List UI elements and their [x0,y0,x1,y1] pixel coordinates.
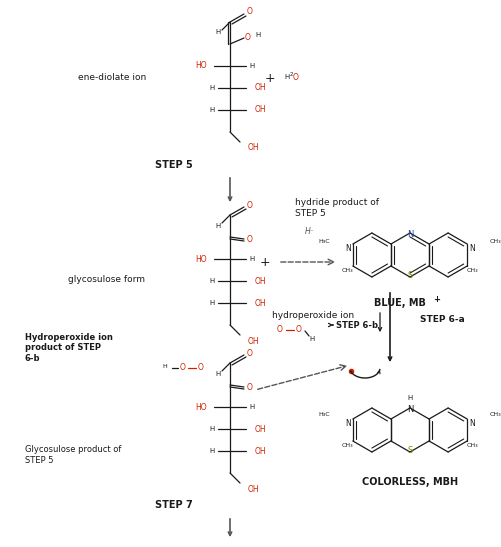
Text: Glycosulose product of
STEP 5: Glycosulose product of STEP 5 [25,445,121,465]
Text: O: O [247,383,253,393]
Text: OH: OH [248,143,260,153]
Text: O: O [247,8,253,16]
Text: Hydroperoxide ion
product of STEP
6-b: Hydroperoxide ion product of STEP 6-b [25,333,113,363]
Text: O: O [247,201,253,210]
Text: O: O [198,364,204,373]
Text: COLORLESS, MBH: COLORLESS, MBH [362,477,458,487]
Text: H₃C: H₃C [319,412,330,417]
Text: H: H [310,336,315,342]
Text: STEP 7: STEP 7 [155,500,193,510]
Text: O: O [245,32,251,42]
Text: OH: OH [255,276,267,286]
Text: N: N [469,244,475,253]
Text: +: + [260,255,271,269]
Text: OH: OH [255,106,267,114]
Text: glycosulose form: glycosulose form [68,276,145,284]
Text: H: H [210,300,215,306]
Text: O: O [296,325,302,335]
Text: CH₃: CH₃ [342,268,354,273]
Text: O: O [247,236,253,245]
Text: hydride product of
STEP 5: hydride product of STEP 5 [295,199,379,218]
Text: STEP 6-a: STEP 6-a [420,316,465,324]
Text: N: N [407,230,413,238]
Text: CH₃: CH₃ [490,412,501,417]
Text: hydroperoxide ion: hydroperoxide ion [272,311,354,321]
Text: +: + [433,294,440,304]
Text: OH: OH [248,336,260,346]
Text: H: H [285,74,290,80]
Text: S: S [407,271,413,281]
Text: H: H [210,278,215,284]
Text: HO: HO [195,254,207,264]
Text: H⁻: H⁻ [305,228,315,236]
Text: H: H [249,256,254,262]
Text: CH₃: CH₃ [466,443,478,448]
Text: H: H [210,85,215,91]
Text: CH₃: CH₃ [342,443,354,448]
Text: H: H [210,426,215,432]
Text: 2: 2 [289,72,293,77]
Text: H: H [163,364,167,370]
Text: CH₃: CH₃ [490,239,501,245]
Text: HO: HO [195,61,207,71]
Text: N: N [407,405,413,414]
Text: S: S [407,446,413,456]
Text: O: O [277,325,283,335]
Text: H: H [215,29,220,35]
Text: STEP 6-b: STEP 6-b [336,321,378,329]
Text: H: H [210,448,215,454]
Text: OH: OH [255,424,267,434]
Text: HO: HO [195,403,207,411]
Text: OH: OH [248,485,260,493]
Text: H: H [249,63,254,69]
Text: +: + [265,72,276,84]
Text: H: H [210,107,215,113]
Text: H: H [249,404,254,410]
Text: OH: OH [255,84,267,92]
Text: O: O [180,364,186,373]
Text: N: N [345,244,351,253]
Text: H: H [215,223,220,229]
Text: OH: OH [255,446,267,456]
Text: N: N [469,419,475,428]
Text: STEP 5: STEP 5 [155,160,193,170]
Text: H: H [407,395,413,401]
Text: H: H [215,371,220,377]
Text: CH₃: CH₃ [466,268,478,273]
Text: O: O [293,73,299,82]
Text: H: H [256,32,261,38]
Text: OH: OH [255,299,267,307]
Text: H₃C: H₃C [319,239,330,245]
Text: N: N [345,419,351,428]
Text: O: O [247,348,253,358]
Text: BLUE, MB: BLUE, MB [374,298,426,308]
Text: ene-diolate ion: ene-diolate ion [78,73,146,83]
